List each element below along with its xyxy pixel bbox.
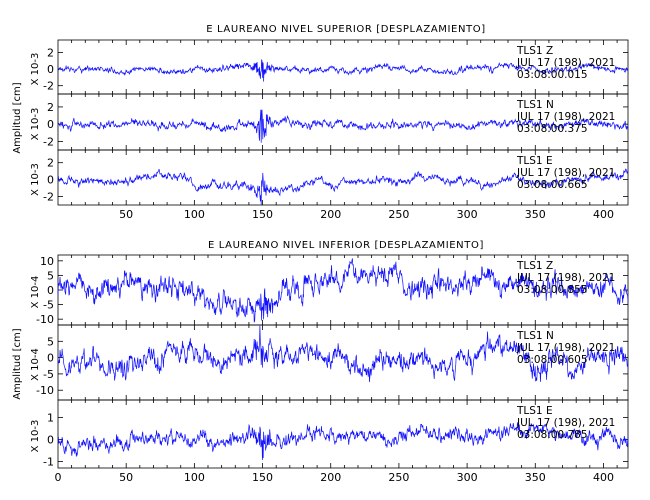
date-label: JUL 17 (198), 2021 bbox=[516, 272, 615, 284]
waveform-trace bbox=[57, 59, 629, 82]
x-tick-label: 250 bbox=[388, 208, 409, 221]
y-tick-label: -5 bbox=[43, 368, 54, 381]
x-tick-label: 150 bbox=[252, 208, 273, 221]
y-tick-label: -1 bbox=[43, 455, 54, 468]
scale-label: X 10-4 bbox=[30, 276, 41, 309]
y-tick-label: 0 bbox=[47, 352, 54, 365]
waveform-trace bbox=[57, 109, 629, 143]
y-tick-label: -2 bbox=[43, 135, 54, 148]
x-tick-label: 150 bbox=[252, 471, 273, 484]
y-tick-label: 0 bbox=[47, 63, 54, 76]
scale-label: X 10-4 bbox=[30, 348, 41, 381]
scale-label: X 10-3 bbox=[30, 53, 41, 86]
x-tick-label: 400 bbox=[593, 208, 614, 221]
date-label: JUL 17 (198), 2021 bbox=[516, 111, 615, 123]
y-tick-label: 0 bbox=[47, 433, 54, 446]
time-label: 03:08:00.015 bbox=[517, 69, 588, 81]
x-tick-label: 0 bbox=[55, 471, 62, 484]
date-label: JUL 17 (198), 2021 bbox=[516, 342, 615, 354]
x-tick-label: 100 bbox=[184, 471, 205, 484]
time-label: 03:08:00.665 bbox=[517, 179, 588, 191]
station-label: TLS1 E bbox=[516, 155, 553, 167]
waveform-trace bbox=[57, 325, 629, 383]
panel-title-superior: E LAUREANO NIVEL SUPERIOR [DESPLAZAMIENT… bbox=[206, 24, 485, 35]
scale-label: X 10-3 bbox=[30, 420, 41, 453]
y-tick-label: 1 bbox=[47, 412, 54, 425]
waveform-trace bbox=[57, 258, 629, 323]
waveform-trace bbox=[57, 422, 629, 461]
y-tick-label: -10 bbox=[36, 313, 54, 326]
x-tick-label: 50 bbox=[119, 471, 133, 484]
station-label: TLS1 N bbox=[516, 99, 554, 111]
station-label: TLS1 Z bbox=[516, 45, 553, 57]
y-tick-label: 2 bbox=[47, 46, 54, 59]
x-tick-label: 50 bbox=[119, 208, 133, 221]
time-label: 03:08:00.855 bbox=[517, 284, 588, 296]
y-tick-label: 5 bbox=[47, 269, 54, 282]
station-label: TLS1 N bbox=[516, 330, 554, 342]
date-label: JUL 17 (198), 2021 bbox=[516, 417, 615, 429]
channel-frame bbox=[57, 399, 629, 469]
x-tick-label: 100 bbox=[184, 208, 205, 221]
time-label: 03:08:00.605 bbox=[517, 354, 588, 366]
y-tick-label: 10 bbox=[40, 255, 54, 268]
scale-label: X 10-3 bbox=[30, 163, 41, 196]
x-tick-label: 350 bbox=[525, 208, 546, 221]
station-label: TLS1 E bbox=[516, 405, 553, 417]
y-tick-label: -2 bbox=[43, 80, 54, 93]
y-tick-label: -10 bbox=[36, 384, 54, 397]
x-tick-label: 300 bbox=[457, 208, 478, 221]
station-label: TLS1 Z bbox=[516, 260, 553, 272]
y-tick-label: 5 bbox=[47, 335, 54, 348]
x-tick-label: 200 bbox=[320, 208, 341, 221]
date-label: JUL 17 (198), 2021 bbox=[516, 167, 615, 179]
time-label: 03:08:00.785 bbox=[517, 429, 588, 441]
y-tick-label: 0 bbox=[47, 284, 54, 297]
x-tick-label: 400 bbox=[593, 471, 614, 484]
x-tick-label: 250 bbox=[388, 471, 409, 484]
x-tick-label: 200 bbox=[320, 471, 341, 484]
y-tick-label: 2 bbox=[47, 157, 54, 170]
date-label: JUL 17 (198), 2021 bbox=[516, 57, 615, 69]
ylabel-superior: Amplitud [cm] bbox=[12, 82, 23, 153]
y-tick-label: 0 bbox=[47, 174, 54, 187]
y-tick-label: 0 bbox=[47, 118, 54, 131]
y-tick-label: 2 bbox=[47, 101, 54, 114]
time-label: 03:08:00.375 bbox=[517, 123, 588, 135]
ylabel-inferior: Amplitud [cm] bbox=[12, 328, 23, 399]
y-tick-label: -2 bbox=[43, 191, 54, 204]
y-tick-label: -5 bbox=[43, 299, 54, 312]
waveform-trace bbox=[57, 168, 629, 205]
x-tick-label: 350 bbox=[525, 471, 546, 484]
x-tick-label: 300 bbox=[457, 471, 478, 484]
scale-label: X 10-3 bbox=[30, 108, 41, 141]
panel-title-inferior: E LAUREANO NIVEL INFERIOR [DESPLAZAMIENT… bbox=[208, 240, 484, 251]
